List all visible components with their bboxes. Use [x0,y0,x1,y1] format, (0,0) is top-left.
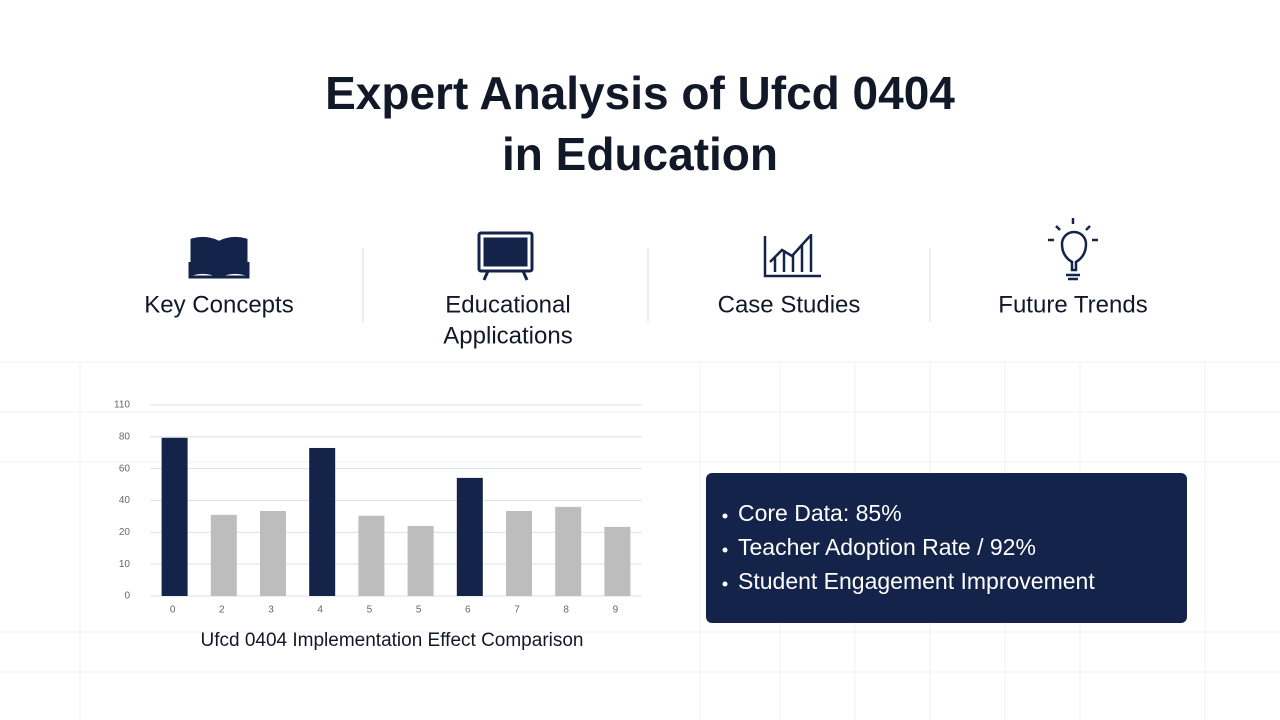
book-icon [188,236,250,279]
feature-label: Future Trends [998,291,1147,318]
y-tick-label: 60 [119,463,131,474]
x-tick-label: 4 [317,605,323,616]
x-tick-label: 9 [613,605,619,616]
x-tick-label: 5 [416,605,422,616]
bar-chart: 0 10 20 40 60 80 110 0 2 3 4 5 5 6 7 8 9 [114,400,642,616]
y-tick-label: 110 [114,400,130,411]
callout-list: Core Data: 85% Teacher Adoption Rate / 92… [722,500,1095,594]
bar [604,526,631,596]
feature-label: Case Studies [718,291,861,318]
callout-item: Core Data: 85% [738,500,902,526]
y-tick-label: 0 [124,591,130,602]
chart-icon [763,234,821,278]
title: Expert Analysis of Ufcd 0404 [325,67,955,119]
board-icon [477,231,534,281]
bulb-icon [1048,218,1098,281]
bar [358,515,385,596]
x-tick-label: 8 [563,605,569,616]
callout-item: Student Engagement Improvement [738,568,1095,594]
x-tick-label: 6 [465,605,471,616]
x-tick-label: 0 [170,605,176,616]
y-tick-label: 10 [119,559,131,570]
bar [456,477,483,596]
bar [260,511,286,596]
callout-box [706,473,1187,623]
x-tick-label: 2 [219,605,225,616]
bar [407,525,434,596]
bar [555,506,582,596]
bar [506,511,532,596]
x-tick-label: 5 [367,605,373,616]
y-tick-label: 80 [119,431,131,442]
title: in Education [502,128,778,180]
bullet [722,547,728,553]
feature-label: Key Concepts [144,291,293,318]
callout-item: Teacher Adoption Rate / 92% [738,534,1036,560]
bullet [722,581,728,587]
y-tick-label: 20 [119,527,131,538]
x-tick-label: 3 [268,605,274,616]
feature-label: Applications [443,322,572,349]
y-tick-label: 40 [119,495,131,506]
bar [210,514,237,596]
bar [161,437,188,596]
background-grid [0,361,1280,720]
chart-title: Ufcd 0404 Implementation Effect Comparis… [200,630,583,651]
feature-label: Educational [445,291,570,318]
bullet [722,513,728,519]
x-tick-label: 7 [514,605,520,616]
bar [309,447,336,596]
